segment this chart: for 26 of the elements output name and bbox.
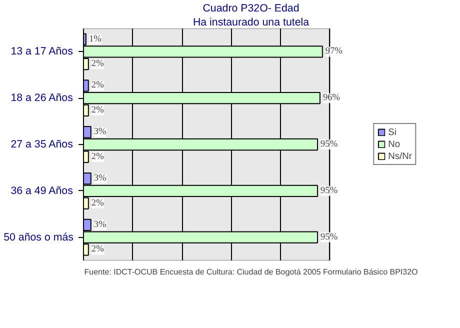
data-label: 97%	[325, 46, 343, 57]
data-label: 96%	[322, 93, 340, 104]
legend-label: No	[388, 139, 402, 149]
data-label: 95%	[320, 186, 338, 196]
data-label: 3%	[94, 174, 107, 184]
data-label: 95%	[320, 232, 338, 242]
data-label: 2%	[91, 105, 104, 116]
y-tick-label: 50 años o más	[4, 231, 74, 244]
source-note: Fuente: IDCT-OCUB Encuesta de Cultura: Ciudad de Bogotá 2005 Formulario Básico BPI32O	[84, 268, 418, 276]
data-label: 2%	[91, 59, 104, 70]
data-label: 2%	[91, 198, 104, 208]
data-label: 1%	[88, 34, 102, 44]
data-label: 95%	[320, 140, 338, 150]
legend-label: Ns/Nr	[388, 151, 412, 161]
data-label: 2%	[91, 244, 104, 255]
y-tick-label: 27 a 35 Años	[10, 138, 73, 150]
data-label: 3%	[94, 220, 107, 230]
chart-subtitle: Ha instaurado una tutela	[192, 16, 310, 28]
chart-title: Cuadro P32O- Edad	[202, 2, 300, 14]
y-tick-label: 36 a 49 Años	[10, 184, 73, 197]
legend-label: Si	[388, 127, 398, 137]
y-tick-label: 13 a 17 Años	[10, 46, 73, 58]
y-tick-label: 18 a 26 Años	[10, 92, 73, 104]
data-label: 3%	[94, 127, 107, 138]
data-label: 2%	[91, 152, 104, 162]
data-label: 2%	[91, 80, 104, 91]
